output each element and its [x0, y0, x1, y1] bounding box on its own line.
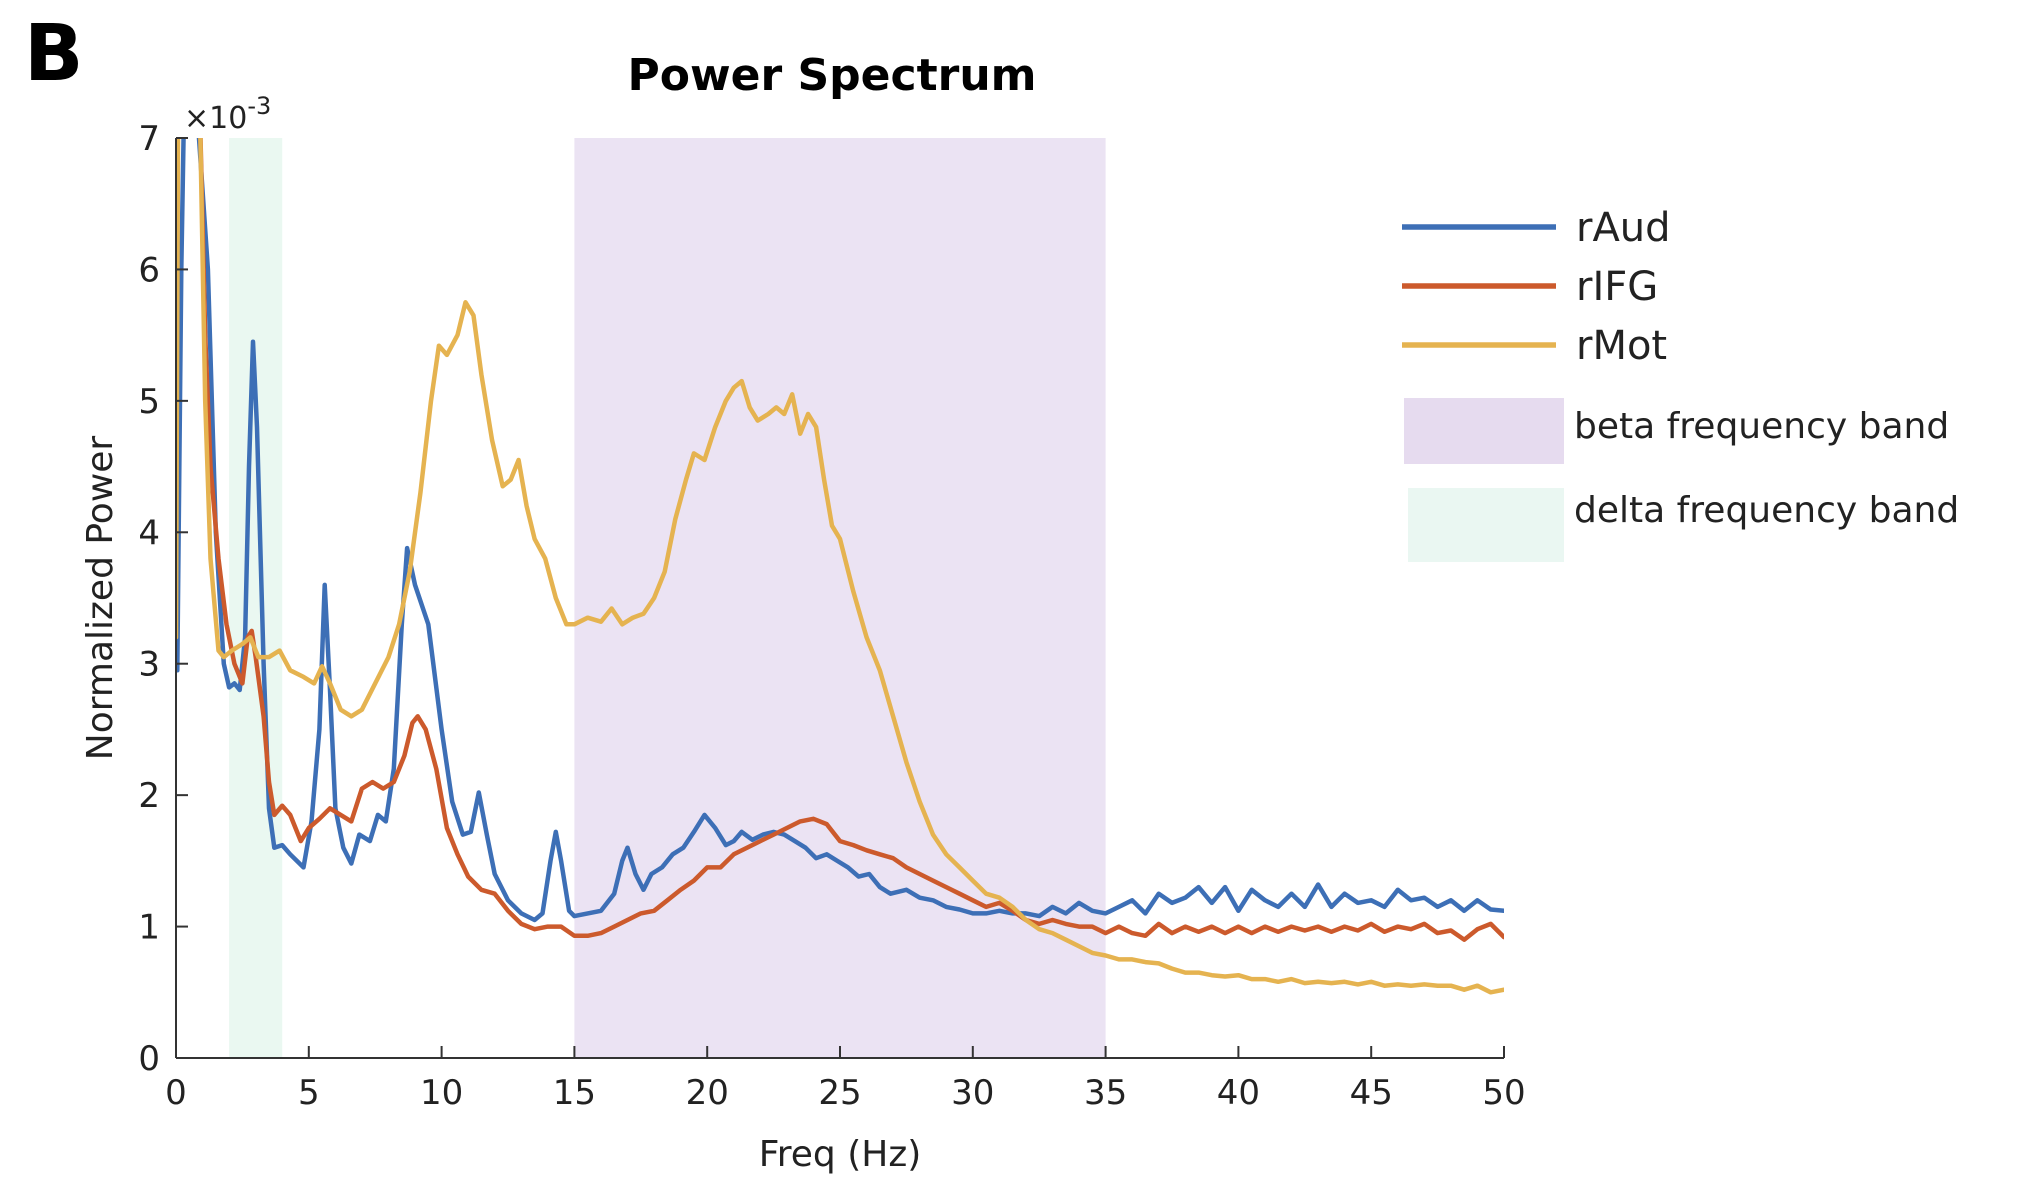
legend: rAud rIFG rMot beta frequency band delta fre…	[1402, 205, 1959, 562]
legend-label-rmot: rMot	[1576, 323, 1667, 369]
y-tick-label: 5	[138, 382, 160, 422]
band-delta	[229, 138, 283, 1058]
series-line-rmot	[176, 138, 1504, 995]
series-line-rifg	[198, 138, 1504, 942]
y-tick-label: 6	[138, 250, 160, 290]
y-tick-label: 4	[138, 513, 160, 553]
x-tick-label: 15	[553, 1073, 596, 1113]
chart-title: Power Spectrum	[628, 50, 1037, 101]
x-tick-label: 45	[1350, 1073, 1393, 1113]
y-exponent: ×10-3	[184, 92, 271, 136]
panel-label: B	[24, 9, 83, 99]
x-tick-label: 0	[165, 1073, 187, 1113]
x-axis-label: Freq (Hz)	[759, 1134, 922, 1175]
legend-swatch-beta-band	[1404, 398, 1564, 464]
y-tick-label: 2	[138, 776, 160, 816]
x-tick-label: 25	[818, 1073, 861, 1113]
series-line-raud	[176, 138, 1504, 923]
y-exponent-power: -3	[247, 92, 271, 120]
y-ticks: 0 1 2 3 4 5 6 7	[138, 119, 188, 1079]
legend-label-raud: rAud	[1576, 205, 1671, 251]
x-ticks: 0 5 10 15 20 25 30 35 40 45 50	[165, 1046, 1526, 1113]
y-axis-label: Normalized Power	[80, 436, 121, 761]
x-tick-label: 30	[951, 1073, 994, 1113]
x-tick-label: 35	[1084, 1073, 1127, 1113]
legend-label-beta-band: beta frequency band	[1574, 406, 1949, 447]
y-tick-label: 1	[138, 908, 160, 948]
x-tick-label: 40	[1217, 1073, 1260, 1113]
legend-label-rifg: rIFG	[1576, 264, 1658, 310]
x-tick-label: 10	[420, 1073, 463, 1113]
series-lines	[176, 138, 1504, 995]
y-tick-label: 7	[138, 119, 160, 159]
x-tick-label: 50	[1482, 1073, 1525, 1113]
legend-swatch-delta-band	[1408, 488, 1564, 562]
x-tick-label: 20	[686, 1073, 729, 1113]
y-tick-label: 0	[138, 1039, 160, 1079]
y-tick-label: 3	[138, 645, 160, 685]
x-tick-label: 5	[298, 1073, 320, 1113]
legend-label-delta-band: delta frequency band	[1574, 490, 1959, 531]
frequency-bands	[229, 138, 1106, 1058]
y-exponent-base: ×10	[184, 101, 247, 136]
